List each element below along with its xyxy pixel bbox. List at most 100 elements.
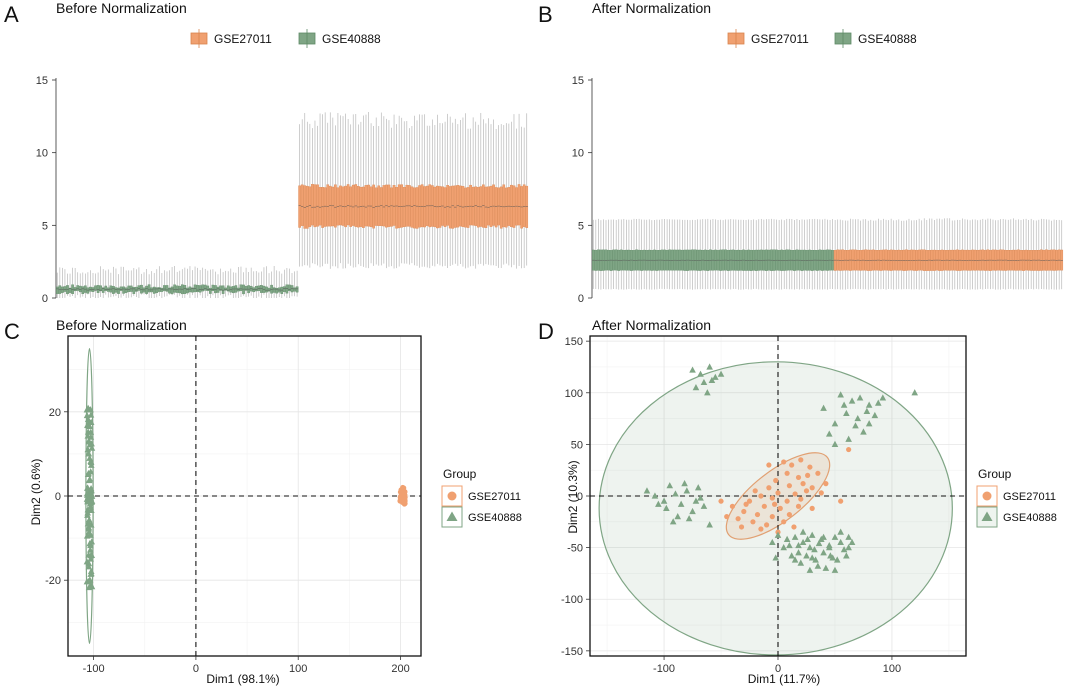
box-gse40888 xyxy=(214,285,217,294)
box-gse40888 xyxy=(280,286,284,294)
box-gse27011 xyxy=(464,187,467,228)
point-gse40888 xyxy=(712,373,719,380)
box-gse40888 xyxy=(163,285,166,291)
box-gse27011 xyxy=(362,186,365,228)
box-gse40888 xyxy=(209,287,212,294)
confidence-ellipse-gse40888 xyxy=(598,361,953,656)
y-tick-label: -50 xyxy=(567,543,583,555)
point-gse40888 xyxy=(87,457,95,464)
box-gse27011 xyxy=(497,187,500,226)
box-gse40888 xyxy=(99,285,102,292)
box-gse27011 xyxy=(385,184,388,228)
box-gse40888 xyxy=(78,285,82,293)
box-gse27011 xyxy=(349,186,353,227)
box-gse27011 xyxy=(390,187,393,227)
box-gse27011 xyxy=(372,184,375,229)
panel-title-a: Before Normalization xyxy=(56,0,187,16)
box-gse27011 xyxy=(415,187,419,229)
point-gse40888 xyxy=(86,576,94,583)
box-gse40888 xyxy=(63,286,67,292)
point-gse40888 xyxy=(797,559,805,566)
point-gse27011 xyxy=(724,514,730,520)
point-gse40888 xyxy=(852,422,859,429)
box-gse40888 xyxy=(262,285,266,293)
point-gse27011 xyxy=(735,516,741,522)
box-gse40888 xyxy=(260,285,263,293)
box-gse40888 xyxy=(61,286,64,293)
point-gse40888 xyxy=(88,490,95,497)
point-gse40888 xyxy=(87,499,94,507)
box-gse40888 xyxy=(242,284,245,295)
point-gse27011 xyxy=(775,490,781,496)
point-gse40888 xyxy=(772,554,780,561)
box-gse40888 xyxy=(127,285,131,293)
y-axis-b: 0 5 10 15 xyxy=(572,75,593,305)
box-gse27011 xyxy=(466,187,470,228)
box-gse40888 xyxy=(275,287,279,294)
panel-label-c: C xyxy=(4,319,20,344)
point-gse27011 xyxy=(761,503,767,509)
point-gse27011 xyxy=(792,491,798,497)
point-gse40888 xyxy=(831,440,839,447)
legend-label-gse27011: GSE27011 xyxy=(1003,491,1056,503)
y-tick-label: 10 xyxy=(572,148,584,160)
point-gse40888 xyxy=(704,389,711,396)
point-gse40888 xyxy=(706,521,713,528)
box-gse27011 xyxy=(323,187,327,227)
box-gse27011 xyxy=(316,184,319,227)
point-gse40888 xyxy=(655,500,662,507)
point-gse40888 xyxy=(666,482,674,489)
box-gse27011 xyxy=(1004,250,1008,271)
box-gse40888 xyxy=(158,287,161,292)
box-gse27011 xyxy=(469,184,472,226)
point-gse40888 xyxy=(837,538,844,546)
y-tick-label: -150 xyxy=(561,646,583,658)
point-gse40888 xyxy=(822,564,830,571)
point-gse27011 xyxy=(846,446,852,453)
box-gse40888 xyxy=(239,284,243,291)
y-axis-a: 0 5 10 15 xyxy=(36,75,57,305)
point-gse40888 xyxy=(700,502,708,509)
point-gse27011 xyxy=(823,481,829,487)
legend-triangle-icon xyxy=(446,511,458,521)
box-gse27011 xyxy=(487,186,490,226)
y-tick-label: 15 xyxy=(572,75,584,87)
box-gse27011 xyxy=(397,184,401,229)
point-gse27011 xyxy=(743,501,749,507)
point-gse40888 xyxy=(845,533,852,540)
legend-b: GSE27011 GSE40888 xyxy=(727,29,917,48)
box-gse27011 xyxy=(482,184,485,228)
point-gse27011 xyxy=(401,491,407,497)
legend-label-gse27011: GSE27011 xyxy=(751,32,809,46)
point-gse40888 xyxy=(85,516,93,523)
point-gse40888 xyxy=(697,370,704,377)
box-gse27011 xyxy=(1022,250,1025,271)
box-gse40888 xyxy=(188,286,192,293)
point-gse27011 xyxy=(789,462,795,468)
point-gse40888 xyxy=(911,389,919,396)
y-tick-label: -100 xyxy=(561,594,583,606)
point-gse27011 xyxy=(758,526,764,532)
legend-circle-icon xyxy=(982,491,992,501)
point-gse40888 xyxy=(86,546,94,553)
legend-label-gse40888: GSE40888 xyxy=(322,32,381,46)
y-tick-label: 150 xyxy=(565,336,583,348)
box-gse27011 xyxy=(515,187,518,226)
box-gse40888 xyxy=(196,285,199,293)
box-gse40888 xyxy=(604,249,608,271)
point-gse40888 xyxy=(83,558,91,565)
box-gse27011 xyxy=(387,184,391,227)
box-gse27011 xyxy=(522,184,526,227)
point-gse27011 xyxy=(781,519,787,525)
point-gse27011 xyxy=(777,505,783,511)
point-gse40888 xyxy=(806,566,814,573)
box-gse40888 xyxy=(267,287,271,292)
y-tick-label: 0 xyxy=(578,293,584,305)
point-gse27011 xyxy=(764,522,770,528)
point-gse40888 xyxy=(865,401,873,408)
point-gse40888 xyxy=(674,513,682,520)
box-gse40888 xyxy=(160,287,164,292)
box-gse27011 xyxy=(479,186,483,227)
box-gse40888 xyxy=(145,285,148,294)
box-gse40888 xyxy=(71,284,74,295)
